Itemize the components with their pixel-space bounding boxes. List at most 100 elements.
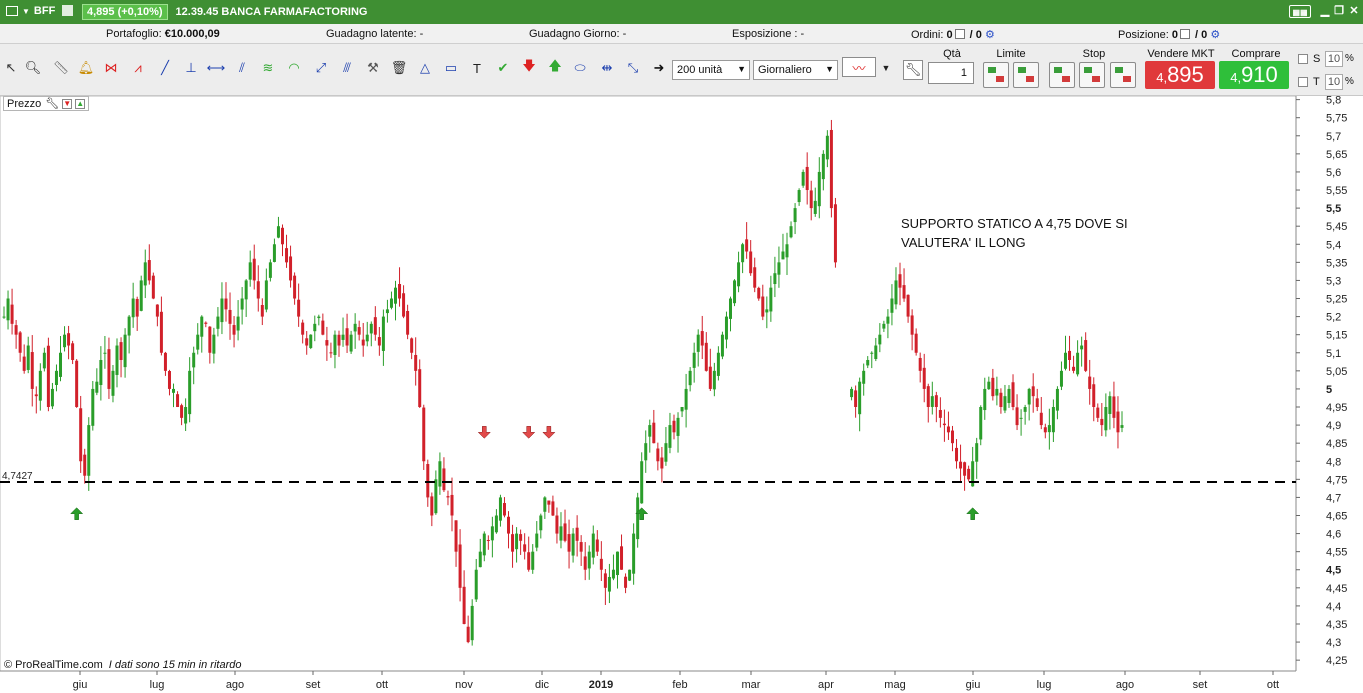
limit-buy-button[interactable] bbox=[983, 62, 1009, 88]
down-arrow-icon[interactable]: 🡇 bbox=[519, 58, 539, 78]
y-tick-label: 4,35 bbox=[1326, 619, 1347, 631]
posizione-box[interactable] bbox=[1180, 29, 1190, 39]
alert-bell-icon[interactable]: 🔔︎ bbox=[76, 58, 96, 78]
y-tick-label: 5,25 bbox=[1326, 294, 1347, 306]
ellipse-icon[interactable]: ⬭ bbox=[570, 58, 590, 78]
candle-body bbox=[1003, 396, 1006, 410]
s-input[interactable]: 10 bbox=[1325, 51, 1343, 67]
candle-body bbox=[128, 317, 131, 336]
arrow-line-icon[interactable]: ⤢ bbox=[311, 58, 331, 78]
gear-icon[interactable]: ⚙ bbox=[1210, 29, 1220, 41]
chevron-down-icon[interactable]: ▼ bbox=[876, 58, 896, 78]
sell-market-button[interactable]: 4,895 bbox=[1145, 61, 1215, 89]
candle-body bbox=[588, 552, 591, 569]
s-checkbox[interactable] bbox=[1298, 54, 1308, 64]
t-checkbox[interactable] bbox=[1298, 77, 1308, 87]
cross-line-icon[interactable]: ⇹ bbox=[597, 58, 617, 78]
watchlist-icon[interactable] bbox=[62, 5, 73, 16]
candle-body bbox=[1116, 412, 1119, 433]
candle-body bbox=[79, 408, 82, 461]
candle-body bbox=[717, 353, 720, 376]
remove-indicator-icon[interactable]: ▼ bbox=[62, 99, 72, 109]
support-label: 4,7427 bbox=[2, 471, 33, 482]
candle-body bbox=[1092, 384, 1095, 407]
segment-icon[interactable]: ⤡ bbox=[623, 58, 643, 78]
candle-body bbox=[907, 295, 910, 317]
line-tool-icon[interactable]: ╱ bbox=[155, 58, 175, 78]
candle-body bbox=[366, 335, 369, 342]
candle-body bbox=[281, 228, 284, 244]
candle-body bbox=[1108, 396, 1111, 414]
candle-body bbox=[499, 497, 502, 520]
symbol-area[interactable]: ▼ BFF bbox=[6, 5, 55, 17]
triangle-icon[interactable]: △ bbox=[415, 58, 435, 78]
candle-body bbox=[245, 280, 248, 299]
stop-sell-button[interactable] bbox=[1079, 62, 1105, 88]
candle-body bbox=[870, 353, 873, 354]
candle-body bbox=[1028, 389, 1031, 405]
posizione[interactable]: Posizione: 0 / 0 ⚙ bbox=[1118, 28, 1220, 41]
forward-arrow-icon[interactable]: ➜ bbox=[649, 58, 669, 78]
fibonacci-icon[interactable]: ≋ bbox=[258, 58, 278, 78]
candle-body bbox=[608, 577, 611, 592]
candle-body bbox=[975, 443, 978, 462]
ruler-icon[interactable]: 📏︎ bbox=[51, 58, 71, 78]
x-tick-label: mag bbox=[884, 679, 905, 691]
indicator-panel-label[interactable]: Prezzo 🔧︎ ▼ ▲ bbox=[3, 96, 89, 111]
stop-label: Stop bbox=[1050, 48, 1138, 60]
close-icon[interactable]: ✕ bbox=[1347, 5, 1361, 18]
wrench-icon[interactable]: 🔧︎ bbox=[903, 60, 923, 80]
x-tick-label: feb bbox=[672, 679, 687, 691]
horizontal-line-icon[interactable]: ⟷ bbox=[206, 58, 226, 78]
candle-body bbox=[604, 573, 607, 587]
buy-market-button[interactable]: 4,910 bbox=[1219, 61, 1289, 89]
price-chart[interactable]: 5,8 5,75 5,7 5,65 5,6 5,55 5,5 5,45 5,4 5,35 5,3 5,… bbox=[0, 96, 1363, 693]
pointer-icon[interactable]: ↖ bbox=[1, 58, 21, 78]
candle-body bbox=[612, 570, 615, 579]
chevron-down-icon: ▼ bbox=[22, 7, 30, 16]
maximize-icon[interactable]: ❐ bbox=[1332, 5, 1346, 18]
trend-tool-icon[interactable]: ⩘ bbox=[128, 58, 148, 78]
candle-body bbox=[935, 395, 938, 407]
arc-icon[interactable]: ◠ bbox=[284, 58, 304, 78]
text-icon[interactable]: T bbox=[467, 58, 487, 78]
time-and-name: 12.39.45 BANCA FARMAFACTORING bbox=[176, 6, 368, 18]
t-input[interactable]: 10 bbox=[1325, 74, 1343, 90]
candle-body bbox=[87, 425, 90, 476]
candle-body bbox=[402, 293, 405, 316]
check-icon[interactable]: ✔ bbox=[493, 58, 513, 78]
stop-buy-button[interactable] bbox=[1049, 62, 1075, 88]
rectangle-icon[interactable]: ▭ bbox=[441, 58, 461, 78]
candle-body bbox=[737, 262, 740, 286]
wrench-icon[interactable]: 🔧︎ bbox=[45, 97, 59, 110]
candle-body bbox=[531, 552, 534, 570]
quantity-select[interactable]: 200 unità ▼ bbox=[672, 60, 750, 80]
limit-sell-button[interactable] bbox=[1013, 62, 1039, 88]
candle-body bbox=[798, 190, 801, 202]
stop-oco-button[interactable] bbox=[1110, 62, 1136, 88]
x-tick-label: 2019 bbox=[589, 679, 613, 691]
up-arrow-icon[interactable]: 🡅 bbox=[545, 58, 565, 78]
tools-icon[interactable]: ⚒ bbox=[363, 58, 383, 78]
add-indicator-icon[interactable]: ▲ bbox=[75, 99, 85, 109]
ordini-box[interactable] bbox=[955, 29, 965, 39]
channel-icon[interactable]: ⫽ bbox=[232, 58, 252, 78]
period-select[interactable]: Giornaliero ▼ bbox=[753, 60, 838, 80]
minimize-icon[interactable]: ▁ bbox=[1318, 5, 1332, 18]
parallel-icon[interactable]: ⫻ bbox=[337, 58, 357, 78]
candle-body bbox=[911, 315, 914, 334]
gear-icon[interactable]: ⚙ bbox=[985, 29, 995, 41]
candle-body bbox=[806, 167, 809, 190]
ordini[interactable]: Ordini: 0 / 0 ⚙ bbox=[911, 28, 995, 41]
candle-body bbox=[551, 501, 554, 515]
zigzag-tool-icon[interactable]: ⋈ bbox=[101, 58, 121, 78]
candle-body bbox=[329, 352, 332, 353]
qta-input[interactable]: 1 bbox=[928, 62, 974, 84]
y-tick-label: 4,3 bbox=[1326, 637, 1341, 649]
zoom-icon[interactable]: 🔍︎ bbox=[23, 58, 43, 78]
trash-icon[interactable]: 🗑︎ bbox=[389, 58, 409, 78]
vertical-line-icon[interactable]: ⊥ bbox=[181, 58, 201, 78]
keyboard-icon[interactable]: ▦▦ bbox=[1289, 5, 1311, 18]
indicators-icon[interactable]: 〰 bbox=[842, 57, 876, 77]
candle-body bbox=[3, 317, 6, 318]
